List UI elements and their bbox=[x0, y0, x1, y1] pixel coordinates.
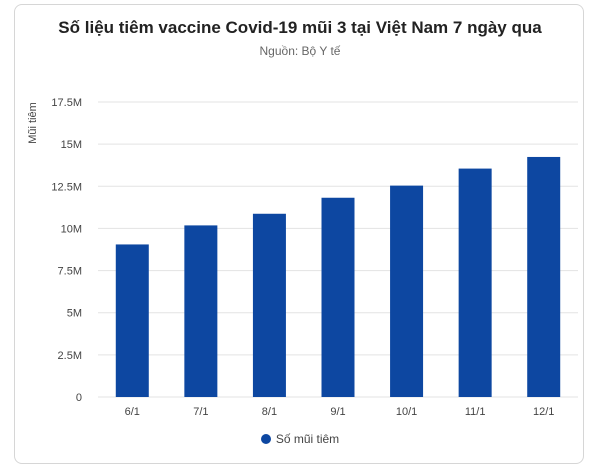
bar bbox=[115, 244, 149, 397]
x-tick-label: 10/1 bbox=[396, 406, 417, 418]
bar bbox=[321, 197, 355, 397]
legend-marker bbox=[260, 434, 271, 444]
x-tick-label: 8/1 bbox=[262, 406, 277, 418]
bar bbox=[184, 225, 218, 397]
x-tick-label: 11/1 bbox=[465, 406, 486, 418]
y-tick-label: 15M bbox=[61, 139, 82, 151]
y-tick-label: 0 bbox=[76, 392, 82, 404]
x-tick-label: 9/1 bbox=[330, 406, 345, 418]
bar bbox=[390, 185, 424, 397]
bar bbox=[252, 213, 286, 397]
x-tick-label: 6/1 bbox=[125, 406, 140, 418]
y-axis-label: Mũi tiêm bbox=[27, 102, 39, 144]
y-tick-label: 17.5M bbox=[51, 97, 82, 109]
y-tick-label: 7.5M bbox=[58, 266, 82, 278]
x-tick-label: 12/1 bbox=[533, 406, 554, 418]
y-tick-label: 12.5M bbox=[51, 181, 82, 193]
chart-card bbox=[14, 4, 584, 464]
y-tick-label: 5M bbox=[67, 308, 82, 320]
legend-label: Số mũi tiêm bbox=[275, 432, 340, 446]
y-tick-label: 10M bbox=[61, 223, 82, 235]
chart-subtitle: Nguồn: Bộ Y tế bbox=[259, 44, 341, 58]
bar bbox=[458, 168, 492, 397]
chart-title: Số liệu tiêm vaccine Covid-19 mũi 3 tại … bbox=[58, 18, 542, 37]
bar bbox=[527, 156, 561, 397]
x-tick-label: 7/1 bbox=[193, 406, 208, 418]
y-tick-label: 2.5M bbox=[58, 350, 82, 362]
legend[interactable]: Số mũi tiêm bbox=[0, 432, 600, 446]
